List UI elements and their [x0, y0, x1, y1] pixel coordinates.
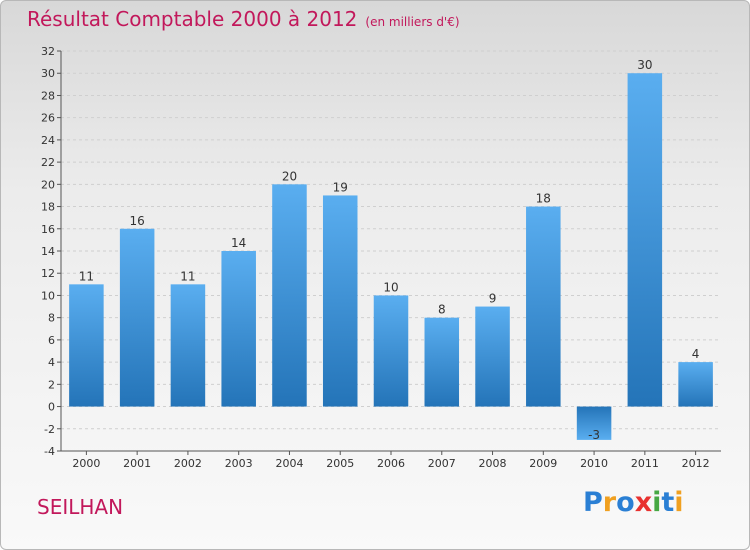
bar-2012: [678, 362, 713, 407]
data-labels: 11 16 11 14 20 19 10 8 9 18 -3 30 4: [79, 58, 700, 442]
y-tick-label: 30: [41, 67, 55, 80]
data-label-2008: 9: [489, 292, 497, 306]
x-tick-label: 2009: [529, 457, 557, 470]
chart-title-text: Résultat Comptable 2000 à 2012: [27, 7, 358, 31]
logo-letter: i: [652, 487, 662, 518]
y-tick-label: -4: [44, 445, 55, 458]
brand-logo[interactable]: Proxiti: [583, 487, 684, 518]
data-label-2006: 10: [383, 280, 398, 294]
y-tick-label: 2: [48, 378, 55, 391]
y-tick-label: 12: [41, 267, 55, 280]
logo-letter: x: [634, 487, 653, 518]
logo-letter: r: [602, 487, 617, 518]
bar-2005: [322, 195, 358, 407]
data-label-2002: 11: [180, 269, 195, 283]
bar-2010: [576, 406, 612, 440]
y-tick-label: 14: [41, 245, 55, 258]
logo-letter: P: [583, 487, 603, 518]
logo-letter: i: [674, 487, 684, 518]
y-tick-label: 22: [41, 156, 55, 169]
x-tick-label: 2007: [428, 457, 456, 470]
y-tick-label: 4: [48, 356, 55, 369]
y-tick-label: 24: [41, 134, 55, 147]
y-tick-label: -2: [44, 423, 55, 436]
bar-2002: [170, 284, 206, 407]
data-label-2004: 20: [282, 169, 297, 183]
data-label-2003: 14: [231, 236, 246, 250]
location-name: SEILHAN: [37, 495, 124, 519]
data-label-2005: 19: [333, 180, 348, 194]
data-label-2011: 30: [637, 58, 652, 72]
y-tick-label: 0: [48, 401, 55, 414]
bar-2007: [424, 317, 460, 407]
data-label-2001: 16: [130, 214, 145, 228]
chart-title: Résultat Comptable 2000 à 2012 (en millie…: [27, 7, 460, 31]
logo-letter: o: [616, 487, 635, 518]
bar-2003: [221, 251, 256, 407]
x-tick-label: 2004: [275, 457, 303, 470]
data-label-2009: 18: [536, 192, 551, 206]
y-tick-label: 10: [41, 289, 55, 302]
y-tick-label: 8: [48, 312, 55, 325]
y-tick-label: 18: [41, 201, 55, 214]
bar-2011: [627, 73, 663, 407]
bars: [69, 73, 713, 440]
x-tick-label: 2011: [631, 457, 659, 470]
data-label-2012: 4: [692, 347, 700, 361]
x-tick-label: 2002: [174, 457, 202, 470]
y-tick-label: 6: [48, 334, 55, 347]
bar-2001: [119, 228, 155, 407]
y-tick-label: 26: [41, 112, 55, 125]
data-label-2000: 11: [79, 269, 94, 283]
x-tick-label: 2005: [326, 457, 354, 470]
bar-2008: [475, 306, 510, 407]
data-label-2007: 8: [438, 303, 446, 317]
bar-2006: [373, 295, 409, 407]
bar-2009: [526, 206, 561, 407]
y-tick-label: 20: [41, 178, 55, 191]
y-tick-label: 16: [41, 223, 55, 236]
x-tick-label: 2003: [225, 457, 253, 470]
logo-letter: t: [661, 487, 675, 518]
bar-2004: [272, 184, 307, 407]
chart-subtitle: (en milliers d'€): [365, 15, 460, 29]
x-tick-label: 2008: [479, 457, 507, 470]
x-tick-label: 2010: [580, 457, 608, 470]
x-tick-label: 2000: [72, 457, 100, 470]
data-label-2010: -3: [588, 428, 600, 442]
bar-2000: [69, 284, 104, 407]
y-tick-label: 28: [41, 89, 55, 102]
x-tick-label: 2012: [682, 457, 710, 470]
x-tick-label: 2006: [377, 457, 405, 470]
x-tick-label: 2001: [123, 457, 151, 470]
y-tick-label: 32: [41, 45, 55, 58]
